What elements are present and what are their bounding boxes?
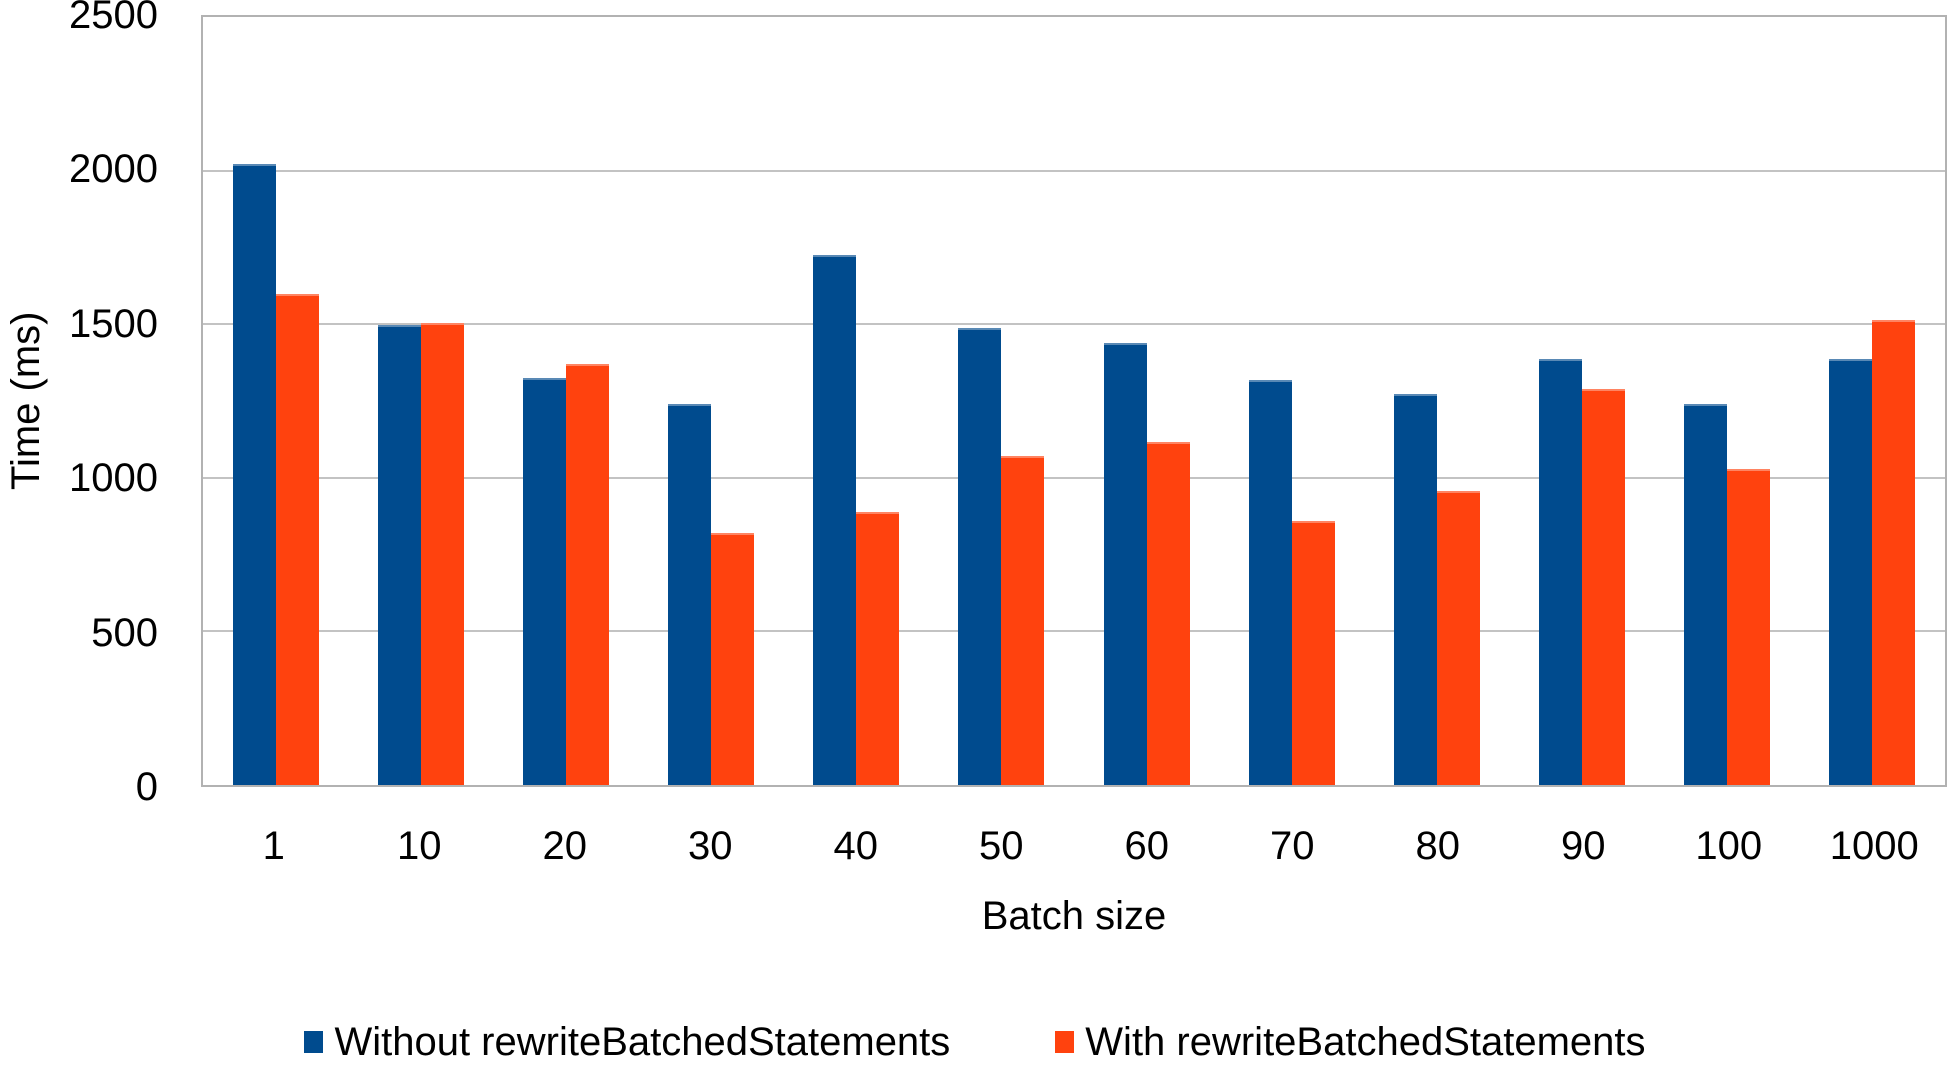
y-tick-label: 1000: [69, 456, 158, 501]
bar-without-rewrite: [668, 404, 712, 785]
x-tick-label: 30: [688, 824, 733, 868]
bar-with-rewrite: [1872, 320, 1916, 785]
bar-group: [1074, 17, 1219, 785]
bar-group: [493, 17, 638, 785]
legend-swatch: [1055, 1031, 1075, 1053]
bar-group: [1800, 17, 1945, 785]
x-tick-label: 60: [1124, 824, 1170, 868]
x-tick-label: 1000: [1829, 824, 1919, 868]
bar-with-rewrite: [420, 322, 464, 785]
bar-group: [639, 17, 784, 785]
bar-group: [784, 17, 929, 785]
bar-without-rewrite: [232, 164, 276, 785]
gridline: [203, 323, 1945, 326]
bar-group: [929, 17, 1074, 785]
x-tick-label: 20: [542, 824, 588, 868]
x-axis-ticks: 1 10 20 30 40 50 60 70 80 90 100 1000: [201, 822, 1947, 870]
bar-with-rewrite: [1436, 491, 1480, 785]
legend-swatch: [304, 1031, 324, 1053]
bar-without-rewrite: [1539, 358, 1583, 785]
legend-label: Without rewriteBatchedStatements: [334, 1020, 951, 1064]
bar-group: [1364, 17, 1509, 785]
bar-without-rewrite: [1248, 380, 1292, 785]
bar-without-rewrite: [1829, 358, 1873, 785]
y-tick-label: 1500: [69, 301, 158, 346]
bar-without-rewrite: [1393, 393, 1437, 785]
x-tick-label: 1: [262, 824, 285, 868]
bar-with-rewrite: [275, 294, 319, 785]
x-tick-label: 50: [979, 824, 1024, 868]
bar-without-rewrite: [1103, 343, 1147, 785]
gridline: [203, 169, 1945, 172]
y-axis-ticks: 0 500 1000 1500 2000 2500: [0, 0, 158, 809]
x-tick-label: 70: [1270, 824, 1315, 868]
x-tick-label: 40: [833, 824, 879, 868]
bar-group: [348, 17, 493, 785]
legend-item: Without rewriteBatchedStatements: [304, 1018, 950, 1066]
bar-with-rewrite: [1291, 521, 1335, 785]
y-tick-label: 0: [135, 765, 158, 809]
bar-without-rewrite: [958, 327, 1002, 785]
gridline: [203, 630, 1945, 633]
legend-label: With rewriteBatchedStatements: [1085, 1020, 1646, 1064]
bar-with-rewrite: [856, 511, 900, 785]
x-tick-label: 10: [397, 824, 442, 868]
bar-without-rewrite: [1684, 404, 1728, 785]
bar-with-rewrite: [565, 363, 609, 785]
bar-group: [1510, 17, 1655, 785]
bar-group: [203, 17, 348, 785]
bar-without-rewrite: [522, 378, 566, 785]
bar-without-rewrite: [813, 255, 857, 785]
plot-area: [201, 15, 1947, 787]
bar-with-rewrite: [711, 533, 755, 785]
y-tick-label: 500: [91, 610, 158, 655]
x-tick-label: 100: [1695, 824, 1763, 868]
legend-item: With rewriteBatchedStatements: [1055, 1018, 1646, 1066]
bar-group: [1219, 17, 1364, 785]
bar-with-rewrite: [1582, 389, 1626, 785]
bar-with-rewrite: [1001, 456, 1045, 785]
bar-with-rewrite: [1146, 441, 1190, 785]
gridline: [203, 476, 1945, 479]
y-tick-label: 2500: [69, 0, 158, 37]
legend: Without rewriteBatchedStatements With rew…: [0, 1014, 1950, 1068]
bar-with-rewrite: [1727, 469, 1771, 785]
x-tick-label: 90: [1561, 824, 1606, 868]
x-tick-label: 80: [1415, 824, 1461, 868]
bar-group: [1655, 17, 1800, 785]
y-tick-label: 2000: [69, 147, 158, 192]
bar-without-rewrite: [377, 325, 421, 785]
x-axis-title: Batch size: [981, 894, 1167, 938]
bars-layer: [203, 17, 1945, 785]
